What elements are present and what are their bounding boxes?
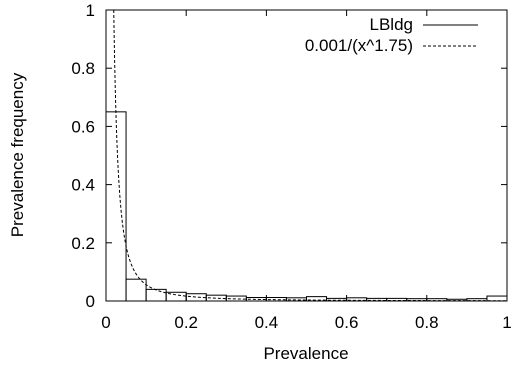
y-tick-label: 0.6 <box>71 117 95 136</box>
legend-label-power-law: 0.001/(x^1.75) <box>305 36 413 55</box>
x-axis-label: Prevalence <box>263 344 348 363</box>
y-tick-label: 1 <box>86 1 95 20</box>
histogram-bars <box>105 111 508 302</box>
x-tick-label: 0.4 <box>255 313 279 332</box>
legend: LBldg 0.001/(x^1.75) <box>305 15 478 55</box>
y-tick-label: 0.8 <box>71 59 95 78</box>
x-tick-label: 0.8 <box>415 313 439 332</box>
y-tick-label: 0.2 <box>71 234 95 253</box>
plot-frame <box>105 9 508 302</box>
y-tick-label: 0 <box>86 292 95 311</box>
legend-label-lbldg: LBldg <box>370 15 413 34</box>
histogram-bar <box>105 111 127 302</box>
x-tick-label: 0.6 <box>335 313 359 332</box>
axes <box>105 9 508 302</box>
x-tick-label: 0 <box>101 313 110 332</box>
x-tick-label: 1 <box>502 313 511 332</box>
y-tick-label: 0.4 <box>71 176 95 195</box>
histogram-bar <box>145 288 167 302</box>
ticks: 0 0.2 0.4 0.6 0.8 1 0 0.2 0.4 0.6 0.8 1 <box>71 1 511 332</box>
y-axis-label: Prevalence frequency <box>8 72 27 237</box>
x-tick-label: 0.2 <box>174 313 198 332</box>
